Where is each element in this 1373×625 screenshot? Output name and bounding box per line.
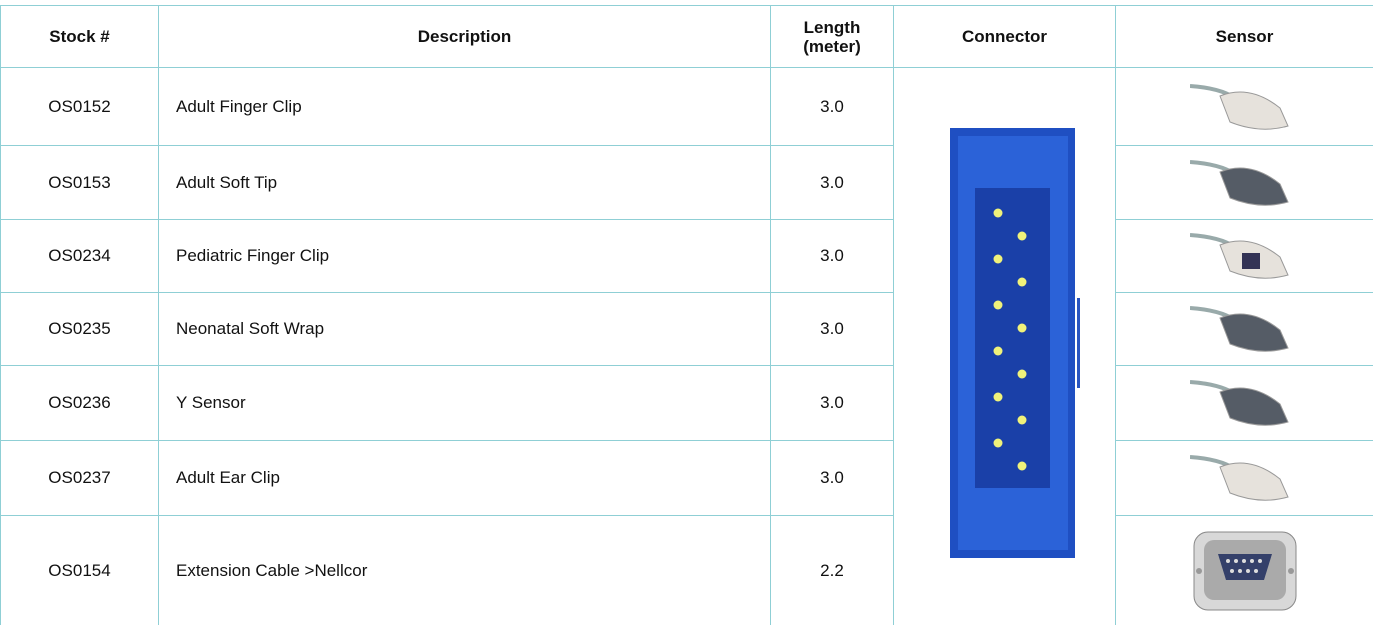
header-cell: Description [158,5,771,68]
sensor-cell [1115,515,1373,625]
stock-cell: OS0234 [0,219,159,293]
sensor-cell [1115,219,1373,293]
product-table: Stock # Description Length (meter) Conne… [0,5,1373,625]
table-row: OS0236 Y Sensor 3.0 [0,365,1373,441]
connector-image [949,128,1080,558]
sensor-image [1189,83,1289,130]
header-cell: Connector [893,5,1116,68]
description-cell: Y Sensor [158,365,771,441]
length-cell: 2.2 [770,515,894,625]
table-row: OS0235 Neonatal Soft Wrap 3.0 [0,292,1373,366]
header-cell: Stock # [0,5,159,68]
sensor-image [1189,233,1289,279]
description-cell: Neonatal Soft Wrap [158,292,771,366]
description-cell: Extension Cable >Nellcor [158,515,771,625]
sensor-cell [1115,145,1373,220]
stock-cell: OS0237 [0,440,159,516]
stock-cell: OS0152 [0,67,159,146]
stock-cell: OS0236 [0,365,159,441]
header-row: Stock # Description Length (meter) Conne… [0,5,1373,68]
sensor-cell [1115,365,1373,441]
table-row: OS0234 Pediatric Finger Clip 3.0 [0,219,1373,293]
length-cell: 3.0 [770,67,894,146]
sensor-image [1189,380,1289,426]
table-row: OS0154 Extension Cable >Nellcor 2.2 [0,515,1373,625]
description-cell: Adult Finger Clip [158,67,771,146]
length-cell: 3.0 [770,219,894,293]
sensor-cell [1115,440,1373,516]
description-cell: Pediatric Finger Clip [158,219,771,293]
stock-cell: OS0235 [0,292,159,366]
sensor-cell [1115,292,1373,366]
length-cell: 3.0 [770,440,894,516]
table-row: OS0237 Adult Ear Clip 3.0 [0,440,1373,516]
header-cell: Sensor [1115,5,1373,68]
length-cell: 3.0 [770,292,894,366]
sensor-cell [1115,67,1373,146]
sensor-image [1193,531,1296,610]
length-cell: 3.0 [770,365,894,441]
description-cell: Adult Soft Tip [158,145,771,220]
connector-cell [893,67,1116,625]
stock-cell: OS0153 [0,145,159,220]
table-row: OS0152 Adult Finger Clip 3.0 [0,67,1373,625]
sensor-image [1189,455,1289,501]
stock-cell: OS0154 [0,515,159,625]
length-cell: 3.0 [770,145,894,220]
sensor-image [1189,306,1289,352]
sensor-image [1189,159,1289,206]
table-row: OS0153 Adult Soft Tip 3.0 [0,145,1373,220]
header-cell: Length (meter) [770,5,894,68]
description-cell: Adult Ear Clip [158,440,771,516]
